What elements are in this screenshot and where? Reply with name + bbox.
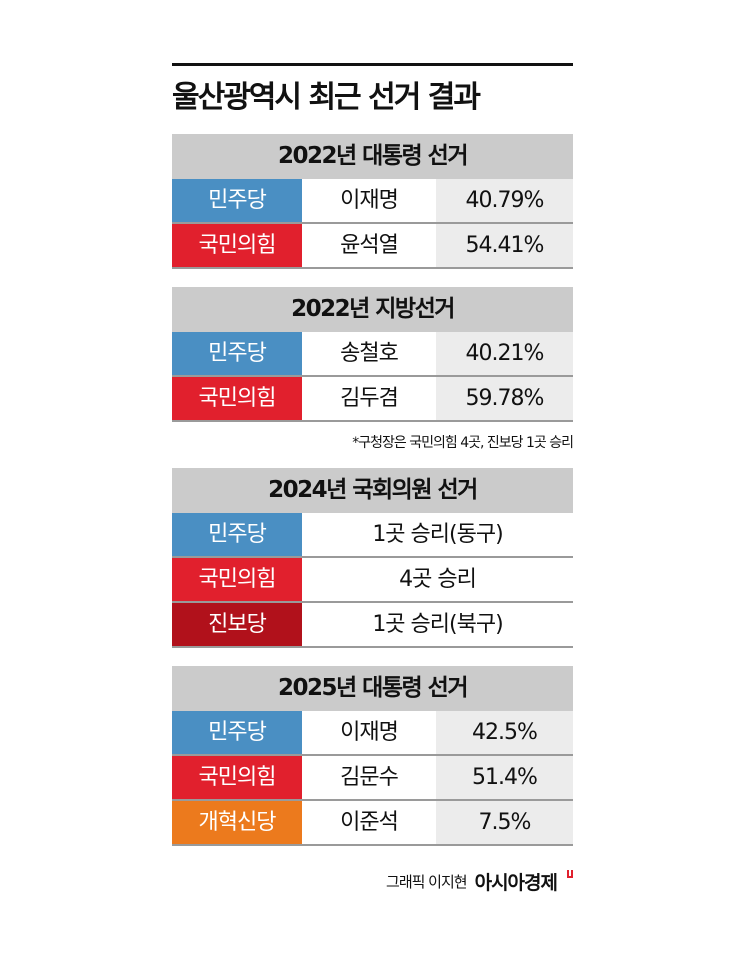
vote-share-cell: 59.78% [436, 377, 573, 420]
credit: 그래픽 이지현 아시아경제 [386, 868, 573, 895]
vote-share-cell: 7.5% [436, 801, 573, 844]
table-row: 국민의힘 윤석열 54.41% [172, 224, 573, 269]
section-header: 2022년 지방선거 [172, 287, 573, 332]
table-row: 민주당 이재명 40.79% [172, 179, 573, 224]
section-header: 2024년 국회의원 선거 [172, 468, 573, 513]
brand-logo: 아시아경제 [474, 872, 558, 894]
party-cell: 국민의힘 [172, 756, 302, 799]
candidate-cell: 송철호 [340, 341, 399, 366]
election-section: 2022년 대통령 선거 민주당 이재명 40.79% 국민의힘 윤석열 54.41% [172, 134, 573, 269]
table-row: 국민의힘 김문수 51.4% [172, 756, 573, 801]
party-cell: 진보당 [172, 603, 302, 646]
party-cell: 개혁신당 [172, 801, 302, 844]
candidate-cell: 김두겸 [340, 386, 399, 411]
vote-share-cell: 54.41% [436, 224, 573, 267]
section-header: 2025년 대통령 선거 [172, 666, 573, 711]
result-cell: 1곳 승리(동구) [372, 522, 503, 547]
party-cell: 국민의힘 [172, 377, 302, 420]
election-section: 2022년 지방선거 민주당 송철호 40.21% 국민의힘 김두겸 59.78% *구청… [172, 287, 574, 452]
infographic: 울산광역시 최근 선거 결과 2022년 대통령 선거 민주당 이재명 40.79%… [172, 63, 574, 846]
table-row: 민주당 이재명 42.5% [172, 711, 573, 756]
result-cell: 4곳 승리 [399, 567, 477, 592]
party-cell: 국민의힘 [172, 224, 302, 267]
vote-share-cell: 40.21% [436, 332, 573, 375]
candidate-cell: 김문수 [340, 765, 399, 790]
party-cell: 민주당 [172, 513, 302, 556]
table-row: 국민의힘 4곳 승리 [172, 558, 573, 603]
party-cell: 민주당 [172, 711, 302, 754]
section-header: 2022년 대통령 선거 [172, 134, 573, 179]
election-section: 2025년 대통령 선거 민주당 이재명 42.5% 국민의힘 김문수 51.4% 개혁… [172, 666, 573, 846]
vote-share-cell: 51.4% [436, 756, 573, 799]
election-section: 2024년 국회의원 선거 민주당 1곳 승리(동구) 국민의힘 4곳 승리 진보당… [172, 468, 573, 648]
table-row: 진보당 1곳 승리(북구) [172, 603, 573, 648]
candidate-cell: 윤석열 [340, 233, 399, 258]
vote-share-cell: 42.5% [436, 711, 573, 754]
brand-mark-icon [567, 869, 573, 878]
table-row: 국민의힘 김두겸 59.78% [172, 377, 573, 422]
table-row: 민주당 1곳 승리(동구) [172, 513, 573, 558]
page-title: 울산광역시 최근 선거 결과 [172, 80, 481, 115]
table-row: 민주당 송철호 40.21% [172, 332, 573, 377]
candidate-cell: 이재명 [340, 720, 399, 745]
party-cell: 민주당 [172, 179, 302, 222]
top-rule [172, 63, 573, 66]
party-cell: 국민의힘 [172, 558, 302, 601]
candidate-cell: 이준석 [340, 810, 399, 835]
result-cell: 1곳 승리(북구) [372, 612, 503, 637]
footnote: *구청장은 국민의힘 4곳, 진보당 1곳 승리 [352, 435, 574, 451]
candidate-cell: 이재명 [340, 188, 399, 213]
party-cell: 민주당 [172, 332, 302, 375]
vote-share-cell: 40.79% [436, 179, 573, 222]
table-row: 개혁신당 이준석 7.5% [172, 801, 573, 846]
credit-text: 그래픽 이지현 [386, 873, 468, 891]
